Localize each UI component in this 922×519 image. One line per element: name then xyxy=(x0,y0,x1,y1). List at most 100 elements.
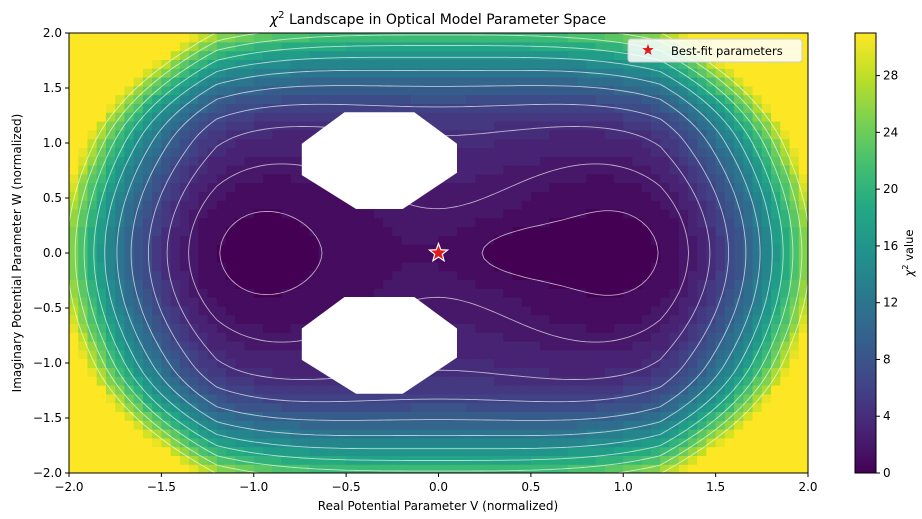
heatmap-cell xyxy=(798,393,808,404)
heatmap-cell xyxy=(632,59,643,69)
heatmap-cell xyxy=(521,103,532,113)
heatmap-cell xyxy=(743,77,754,87)
heatmap-cell xyxy=(595,455,606,465)
heatmap-cell xyxy=(706,121,717,131)
heatmap-cell xyxy=(336,270,347,280)
heatmap-cell xyxy=(364,103,375,113)
heatmap-cell xyxy=(78,226,89,236)
heatmap-cell xyxy=(678,349,689,360)
heatmap-cell xyxy=(614,314,624,324)
heatmap-cell xyxy=(632,244,643,254)
heatmap-cell xyxy=(383,209,393,219)
heatmap-cell xyxy=(567,59,578,69)
heatmap-cell xyxy=(272,112,283,122)
y-tick-label: −1.0 xyxy=(33,356,62,370)
heatmap-cell xyxy=(697,121,707,131)
heatmap-cell xyxy=(456,165,467,175)
heatmap-cell xyxy=(669,253,680,263)
heatmap-cell xyxy=(567,437,578,448)
heatmap-cell xyxy=(623,270,634,280)
heatmap-cell xyxy=(512,182,523,192)
heatmap-cell xyxy=(724,147,735,157)
heatmap-cell xyxy=(641,156,652,166)
heatmap-cell xyxy=(549,103,560,113)
heatmap-cell xyxy=(152,429,162,439)
heatmap-cell xyxy=(752,349,763,360)
heatmap-cell xyxy=(207,77,218,87)
cbar-sup: 2 xyxy=(901,265,910,270)
heatmap-cell xyxy=(771,94,781,104)
heatmap-cell xyxy=(789,323,800,333)
heatmap-cell xyxy=(577,191,587,201)
heatmap-cell xyxy=(466,226,477,236)
heatmap-cell xyxy=(549,314,560,324)
heatmap-cell xyxy=(586,165,597,175)
heatmap-cell xyxy=(512,402,523,412)
heatmap-cell xyxy=(771,297,781,307)
heatmap-cell xyxy=(697,261,707,272)
heatmap-cell xyxy=(456,103,467,113)
heatmap-cell xyxy=(761,217,772,228)
heatmap-cell xyxy=(632,332,643,342)
heatmap-cell xyxy=(438,59,449,69)
heatmap-cell xyxy=(798,217,808,228)
heatmap-cell xyxy=(189,420,199,430)
heatmap-cell xyxy=(346,77,356,87)
heatmap-cell xyxy=(235,217,246,228)
heatmap-cell xyxy=(299,209,310,219)
heatmap-cell xyxy=(105,332,116,342)
heatmap-cell xyxy=(650,191,661,201)
heatmap-cell xyxy=(798,200,808,210)
heatmap-cell xyxy=(586,244,597,254)
heatmap-cell xyxy=(161,455,172,465)
heatmap-cell xyxy=(493,226,504,236)
heatmap-cell xyxy=(161,270,172,280)
heatmap-cell xyxy=(604,121,615,131)
heatmap-cell xyxy=(235,68,246,78)
heatmap-cell xyxy=(724,279,735,289)
heatmap-cell xyxy=(604,147,615,157)
heatmap-cell xyxy=(798,402,808,412)
heatmap-cell xyxy=(327,429,338,439)
heatmap-cell xyxy=(272,50,283,60)
heatmap-cell xyxy=(244,94,255,104)
heatmap-cell xyxy=(549,455,560,465)
heatmap-cell xyxy=(262,173,273,184)
heatmap-cell xyxy=(429,85,440,96)
heatmap-cell xyxy=(780,226,791,236)
heatmap-cell xyxy=(614,270,624,280)
heatmap-cell xyxy=(318,402,329,412)
heatmap-cell xyxy=(623,59,634,69)
heatmap-cell xyxy=(272,411,283,421)
heatmap-cell xyxy=(549,420,560,430)
heatmap-cell xyxy=(530,429,541,439)
heatmap-cell xyxy=(262,332,273,342)
heatmap-cell xyxy=(475,235,486,245)
heatmap-cell xyxy=(521,297,532,307)
heatmap-cell xyxy=(614,305,624,316)
heatmap-cell xyxy=(715,68,726,78)
heatmap-cell xyxy=(512,376,523,386)
heatmap-cell xyxy=(614,182,624,192)
heatmap-cell xyxy=(641,94,652,104)
heatmap-cell xyxy=(706,437,717,448)
heatmap-cell xyxy=(734,165,744,175)
heatmap-cell xyxy=(623,156,634,166)
heatmap-cell xyxy=(364,68,375,78)
heatmap-cell xyxy=(124,402,135,412)
heatmap-cell xyxy=(447,464,458,473)
heatmap-cell xyxy=(503,226,513,236)
heatmap-cell xyxy=(189,68,199,78)
heatmap-cell xyxy=(309,200,320,210)
heatmap-cell xyxy=(87,217,98,228)
heatmap-cell xyxy=(604,420,615,430)
heatmap-cell xyxy=(493,112,504,122)
heatmap-cell xyxy=(503,420,513,430)
heatmap-cell xyxy=(660,129,671,140)
heatmap-cell xyxy=(614,68,624,78)
heatmap-cell xyxy=(133,173,144,184)
heatmap-cell xyxy=(521,393,532,404)
heatmap-cell xyxy=(87,209,98,219)
heatmap-cell xyxy=(623,279,634,289)
heatmap-cell xyxy=(780,323,791,333)
